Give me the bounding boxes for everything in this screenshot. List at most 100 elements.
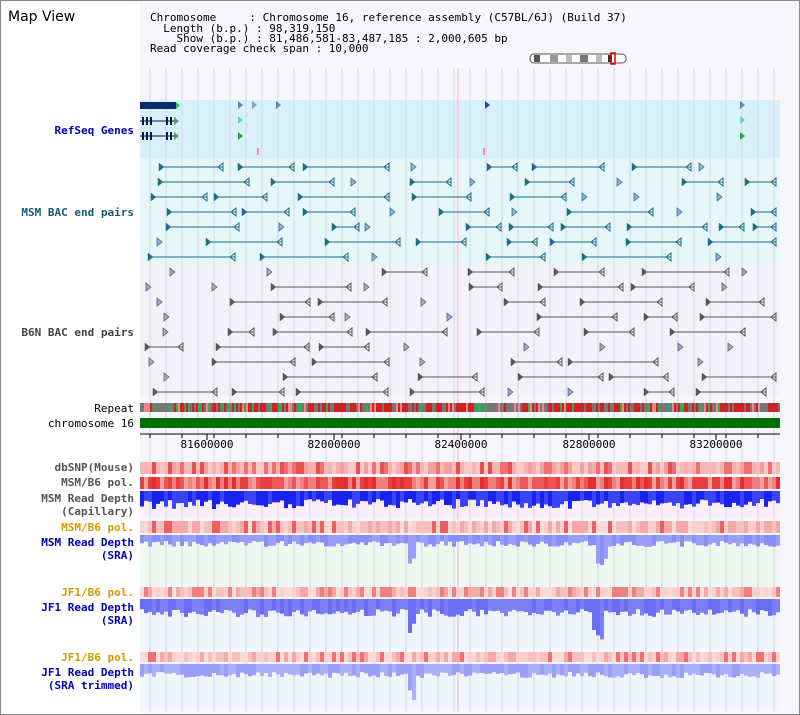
msm-pol-cell — [656, 477, 660, 489]
msm-pol2-cell — [456, 521, 460, 533]
msm-pol2-cell — [140, 521, 144, 533]
jf1-pol2-cell — [696, 652, 700, 662]
msm-pol-cell — [552, 477, 556, 489]
repeat-segment — [338, 403, 340, 412]
b6n-bac-end-marker — [758, 296, 765, 308]
repeat-segment — [760, 403, 762, 412]
track-label-msm-bac[interactable]: MSM BAC end pairs — [21, 206, 134, 219]
jf1-pol2-cell — [268, 652, 272, 662]
msm-capillary-depth-bar — [776, 491, 780, 504]
msm-capillary-depth-bar — [256, 491, 260, 506]
jf1-trim-depth-bar — [296, 664, 300, 675]
msm-pol-cell — [496, 477, 500, 489]
axis-tick-label: 82000000 — [308, 438, 361, 451]
jf1-sra-depth-bar — [340, 599, 344, 614]
chromosome-ideogram[interactable] — [528, 52, 630, 66]
msm-sra-depth-bar — [760, 535, 764, 544]
dbsnp-cell — [164, 462, 168, 474]
msm-sra-depth-bar — [200, 535, 204, 546]
msm-capillary-depth-bar — [604, 491, 608, 502]
b6n-bac-single-end — [156, 297, 163, 307]
jf1-trim-depth-bar — [220, 664, 224, 676]
jf1-pol-cell — [196, 587, 200, 597]
repeat-segment — [478, 403, 480, 412]
msm-pol2-cell — [404, 521, 408, 533]
msm-pol-cell — [288, 477, 292, 489]
b6n-bac-end-marker — [383, 356, 390, 368]
jf1-trim-depth-bar — [712, 664, 716, 675]
msm-capillary-depth-bar — [716, 491, 720, 503]
jf1-sra-depth-bar — [752, 599, 756, 613]
msm-bac-single-end — [715, 252, 722, 262]
msm-pol2-cell — [492, 521, 496, 533]
jf1-trim-depth-bar — [252, 664, 256, 676]
jf1-pol-cell — [156, 587, 160, 597]
msm-capillary-depth-bar — [552, 491, 556, 508]
msm-pol2-cell — [284, 521, 288, 533]
msm-capillary-depth-bar — [452, 491, 456, 509]
dbsnp-cell — [324, 462, 328, 474]
msm-sra-depth-bar — [212, 535, 216, 546]
jf1-pol-cell — [168, 587, 172, 597]
jf1-trim-depth-bar — [732, 664, 736, 678]
jf1-sra-depth-bar — [260, 599, 264, 615]
jf1-sra-depth-bar — [576, 599, 580, 613]
msm-pol-cell — [764, 477, 768, 489]
msm-sra-depth-bar — [600, 535, 604, 566]
repeat-segment — [434, 403, 436, 412]
msm-pol2-cell — [588, 521, 592, 533]
dbsnp-cell — [368, 462, 372, 474]
repeat-segment — [388, 403, 390, 412]
axis-tick-label: 82800000 — [563, 438, 616, 451]
jf1-trim-depth-bar — [588, 664, 592, 677]
jf1-trim-depth-bar — [240, 664, 244, 673]
msm-pol2-cell — [672, 521, 676, 533]
track-label-refseq[interactable]: RefSeq Genes — [54, 124, 134, 137]
dbsnp-cell — [304, 462, 308, 474]
dbsnp-cell — [544, 462, 548, 474]
jf1-pol2-cell — [588, 652, 592, 662]
msm-pol2-cell — [580, 521, 584, 533]
track-label-jf1-b6-pol-1: JF1/B6 pol. — [61, 586, 134, 599]
jf1-trim-depth-bar — [204, 664, 208, 677]
repeat-segment — [598, 403, 600, 412]
msm-capillary-depth-bar — [692, 491, 696, 507]
msm-sra-depth-bar — [540, 535, 544, 542]
dbsnp-cell — [316, 462, 320, 474]
jf1-trim-depth-bar — [280, 664, 284, 678]
jf1-sra-depth-bar — [332, 599, 336, 614]
repeat-segment — [482, 403, 484, 412]
b6n-bac-end-marker — [278, 386, 285, 398]
msm-pol-cell — [268, 477, 272, 489]
repeat-segment — [158, 403, 160, 412]
msm-pol-cell — [620, 477, 624, 489]
msm-pol2-cell — [592, 521, 596, 533]
jf1-trim-depth-bar — [516, 664, 520, 673]
refseq-exon — [166, 117, 168, 125]
repeat-segment — [586, 403, 588, 412]
track-label-b6n-bac[interactable]: B6N BAC end pairs — [21, 326, 134, 339]
msm-sra-depth-bar — [384, 535, 388, 544]
msm-capillary-depth-bar — [372, 491, 376, 503]
repeat-segment — [398, 403, 400, 412]
msm-sra-depth-bar — [452, 535, 456, 547]
msm-pol2-cell — [372, 521, 376, 533]
msm-pol-cell — [368, 477, 372, 489]
jf1-sra-depth-bar — [616, 599, 620, 616]
jf1-pol-cell — [360, 587, 364, 597]
b6n-bac-end-marker — [231, 387, 238, 397]
msm-pol-cell — [356, 477, 360, 489]
jf1-pol-cell — [216, 587, 220, 597]
repeat-segment — [296, 403, 298, 412]
repeat-segment — [588, 403, 590, 412]
msm-capillary-depth-bar — [428, 491, 432, 507]
repeat-segment — [212, 403, 214, 412]
jf1-pol-cell — [592, 587, 596, 597]
msm-pol-cell — [264, 477, 268, 489]
jf1-trim-depth-bar — [156, 664, 160, 673]
b6n-bac-single-end — [163, 372, 170, 382]
msm-capillary-depth-bar — [268, 491, 272, 505]
msm-pol-cell — [508, 477, 512, 489]
msm-bac-end-marker — [675, 236, 682, 248]
